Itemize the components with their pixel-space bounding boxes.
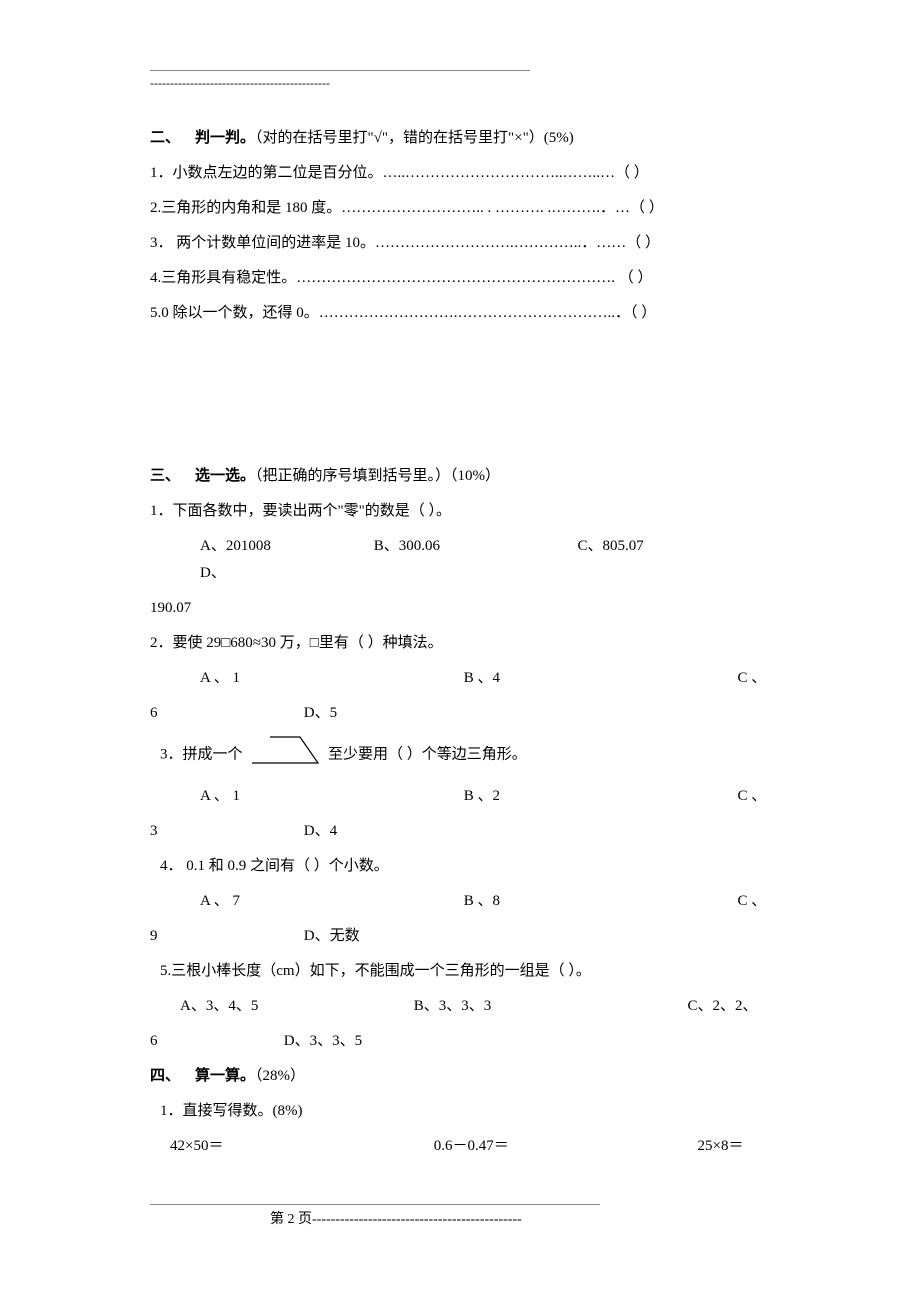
s4-q1: 1．直接写得数。(8%) [160,1098,780,1125]
s4-c1: 42×50＝ [170,1133,430,1160]
s3-q3-line2: 3 D、4 [150,818,780,845]
s2-q4: 4.三角形具有稳定性。………………………………………………………. （ ） [150,265,780,292]
s3-q1: 1．下面各数中，要读出两个"零"的数是（ ）。 [150,498,780,525]
s3-q3-post: 至少要用（ ）个等边三角形。 [328,746,527,762]
s3-q2-opts: A 、 1 B 、4 C 、 [200,665,780,692]
s3-q1-a: A、201008 [200,533,370,560]
section-3-instr: （把正确的序号填到括号里。）（10%） [255,468,500,484]
s2-q5: 5.0 除以一个数，还得 0。……………………….…………………………..．（ … [150,300,780,327]
s3-q2: 2．要使 29□680≈30 万，□里有（ ）种填法。 [150,630,780,657]
s3-q5-d: D、3、3、5 [284,1033,362,1049]
s3-q2-line2: 6 D、5 [150,700,780,727]
s3-q5-c: C、2、2、 [688,998,758,1014]
footer-dashes: ----------------------------------------… [312,1212,522,1227]
s3-q1-c: C、805.07 [578,533,768,560]
s4-calc-row: 42×50＝ 0.6－0.47＝ 25×8＝ [170,1133,780,1160]
s3-q3-pre: 3．拼成一个 [160,746,243,762]
section-4-num: 四、 [150,1068,180,1084]
s2-q2: 2.三角形的内角和是 180 度。……………………….. . ………. .………… [150,195,780,222]
s3-q1-b: B、300.06 [374,533,574,560]
footer-page-label: 第 2 页 [270,1212,312,1227]
section-3-header: 三、 选一选。（把正确的序号填到括号里。）（10%） [150,463,780,490]
s3-q4-a: A 、 7 [200,888,460,915]
s3-q4-line2: 9 D、无数 [150,923,780,950]
s3-q3-a: A 、 1 [200,783,460,810]
s3-q1-d: D、 [200,560,226,587]
s3-q1-d2: 190.07 [150,595,780,622]
section-2-num: 二、 [150,130,180,146]
s3-q2-d: D、5 [304,705,337,721]
s3-q5: 5.三根小棒长度（cm）如下，不能围成一个三角形的一组是（ ）。 [160,958,780,985]
s3-q3-b: B 、2 [464,783,734,810]
s3-q3-opts: A 、 1 B 、2 C 、 [200,783,780,810]
section-3-title: 选一选。 [195,468,255,484]
s3-q3-d: D、4 [304,823,337,839]
s3-q2-c2: 6 [150,700,300,727]
section-4-title: 算一算。 [195,1068,255,1084]
s3-q3-c2: 3 [150,818,300,845]
s3-q5-c2: 6 [150,1028,280,1055]
s3-q3-c: C 、 [738,783,767,810]
s2-q3: 3． 两个计数单位间的进率是 10。……………………….…………..．……（ ） [150,230,780,257]
section-2-header: 二、 判一判。（对的在括号里打"√"，错的在括号里打"×"）(5%) [150,125,780,152]
s3-q1-opts: A、201008 B、300.06 C、805.07 D、 [200,533,780,587]
s3-q5-line2: 6 D、3、3、5 [150,1028,780,1055]
s3-q5-b: B、3、3、3 [414,993,684,1020]
s2-q1: 1．小数点左边的第二位是百分位。…..…………………………..……..…（ ） [150,160,780,187]
section-2-title: 判一判。 [195,130,255,146]
s3-q5-opts: A、3、4、5 B、3、3、3 C、2、2、 [180,993,780,1020]
s4-c2: 0.6－0.47＝ [434,1133,694,1160]
section-4-instr: （28%） [255,1068,305,1084]
s3-q5-a: A、3、4、5 [180,993,410,1020]
s3-q4-opts: A 、 7 B 、8 C 、 [200,888,780,915]
s3-q4-c: C 、 [738,888,767,915]
trapezoid-icon [250,735,320,765]
header-dashes: ----------------------------------------… [150,70,530,95]
s3-q2-c: C 、 [738,665,767,692]
s3-q4: 4． 0.1 和 0.9 之间有（ ）个小数。 [160,853,780,880]
s3-q2-a: A 、 1 [200,665,460,692]
section-2-instr: （对的在括号里打"√"，错的在括号里打"×"）(5%) [255,130,574,146]
s3-q4-d: D、无数 [304,928,360,944]
s3-q2-b: B 、4 [464,665,734,692]
trapezoid-shape [250,735,320,775]
s3-q4-b: B 、8 [464,888,734,915]
section-4-header: 四、 算一算。（28%） [150,1063,780,1090]
s4-c3: 25×8＝ [698,1133,744,1160]
section-3-num: 三、 [150,468,180,484]
page-footer: 第 2 页-----------------------------------… [150,1204,600,1232]
s3-q3: 3．拼成一个 至少要用（ ）个等边三角形。 [160,735,780,775]
s3-q4-c2: 9 [150,923,300,950]
